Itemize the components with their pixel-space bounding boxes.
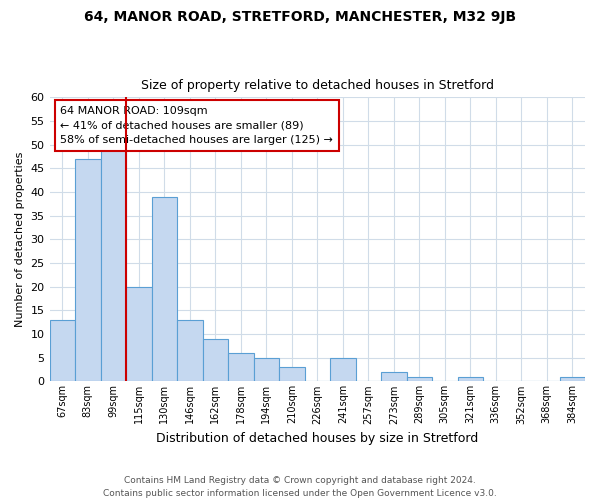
Bar	[254, 358, 279, 382]
Bar	[330, 358, 356, 382]
Bar	[458, 376, 483, 382]
Bar	[126, 286, 152, 382]
Text: 64, MANOR ROAD, STRETFORD, MANCHESTER, M32 9JB: 64, MANOR ROAD, STRETFORD, MANCHESTER, M…	[84, 10, 516, 24]
Bar	[279, 367, 305, 382]
Title: Size of property relative to detached houses in Stretford: Size of property relative to detached ho…	[141, 79, 494, 92]
Bar	[407, 376, 432, 382]
Text: 64 MANOR ROAD: 109sqm
← 41% of detached houses are smaller (89)
58% of semi-deta: 64 MANOR ROAD: 109sqm ← 41% of detached …	[60, 106, 333, 146]
Bar	[101, 144, 126, 382]
Text: Contains HM Land Registry data © Crown copyright and database right 2024.
Contai: Contains HM Land Registry data © Crown c…	[103, 476, 497, 498]
X-axis label: Distribution of detached houses by size in Stretford: Distribution of detached houses by size …	[156, 432, 478, 445]
Bar	[228, 353, 254, 382]
Bar	[50, 320, 75, 382]
Bar	[381, 372, 407, 382]
Bar	[203, 339, 228, 382]
Bar	[75, 159, 101, 382]
Bar	[177, 320, 203, 382]
Bar	[152, 197, 177, 382]
Bar	[560, 376, 585, 382]
Y-axis label: Number of detached properties: Number of detached properties	[15, 152, 25, 327]
